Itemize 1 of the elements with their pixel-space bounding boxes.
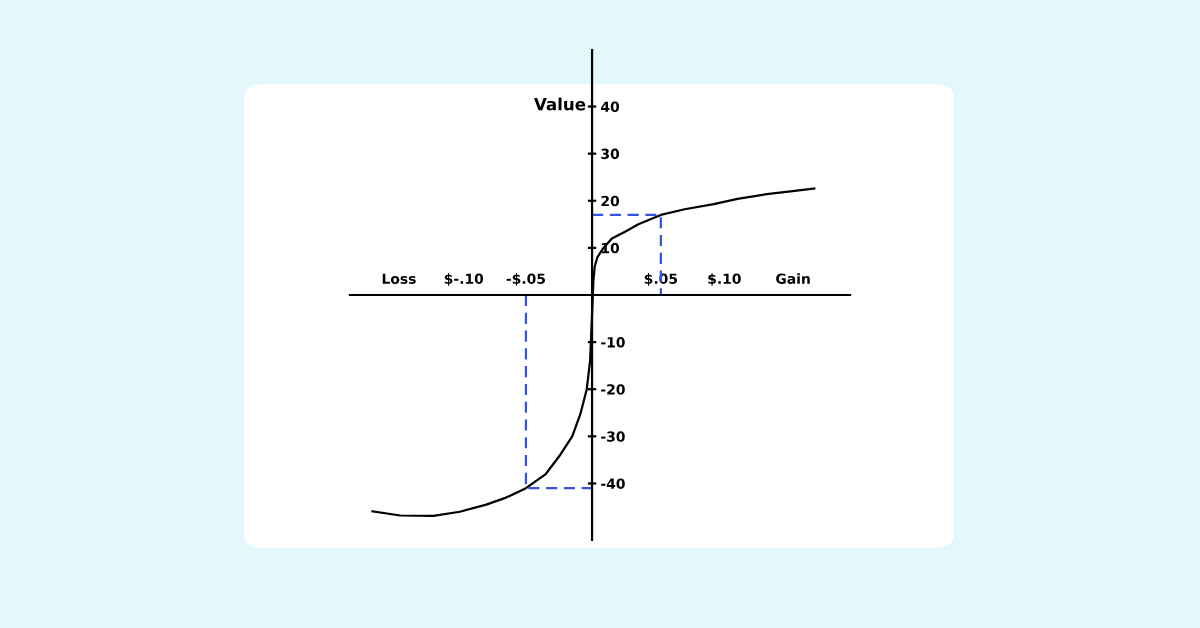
y-axis-title: Value — [534, 97, 586, 111]
